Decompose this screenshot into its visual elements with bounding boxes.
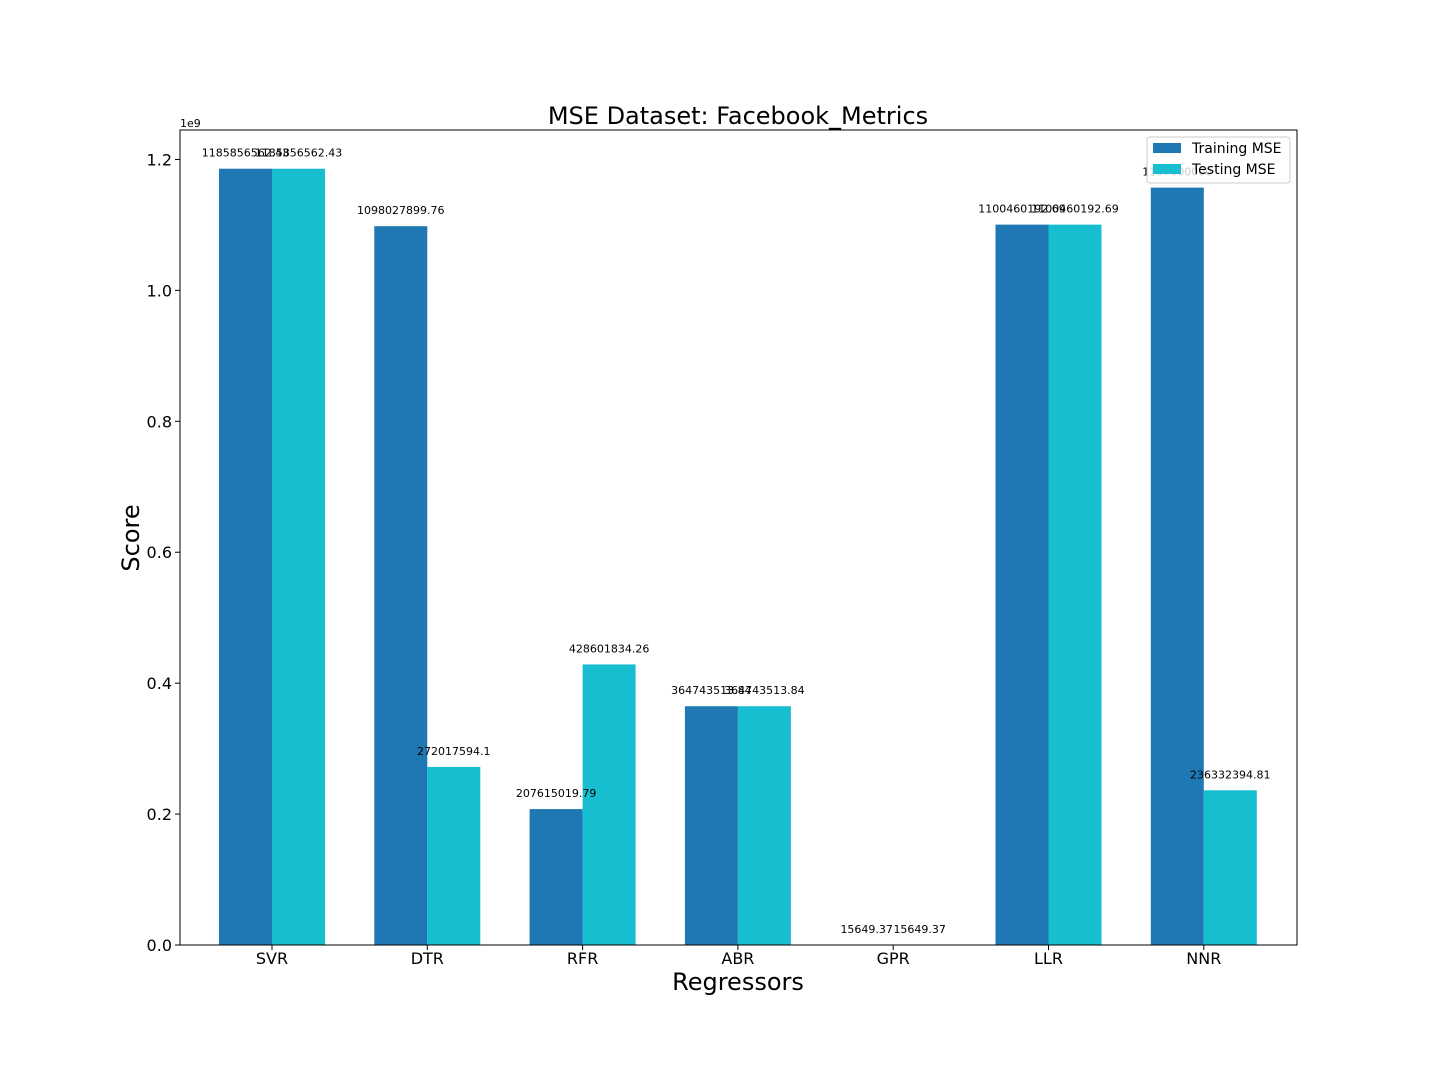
- x-tick-label-abr: ABR: [721, 949, 754, 968]
- legend: Training MSE Testing MSE: [1147, 137, 1290, 183]
- y-tick-label: 0.8: [147, 412, 172, 431]
- x-tick-label-nnr: NNR: [1186, 949, 1221, 968]
- legend-label-training: Training MSE: [1191, 141, 1282, 157]
- y-tick-label: 1.2: [147, 150, 172, 169]
- legend-label-testing: Testing MSE: [1191, 162, 1275, 178]
- bar-dtr-training: [374, 226, 427, 945]
- chart-title: MSE Dataset: Facebook_Metrics: [548, 102, 928, 130]
- x-tick-label-llr: LLR: [1034, 949, 1063, 968]
- bar-llr-testing: [1049, 225, 1102, 945]
- data-label-abr-testing: 364743513.84: [724, 684, 804, 697]
- bar-rfr-testing: [583, 664, 636, 945]
- y-axis-exponent-label: 1e9: [180, 117, 201, 130]
- bar-rfr-training: [530, 809, 583, 945]
- x-axis: SVR DTR RFR ABR GPR LLR NNR: [256, 945, 1221, 968]
- data-label-gpr-training: 15649.37: [840, 923, 893, 936]
- bar-nnr-testing: [1204, 790, 1257, 945]
- bar-abr-testing: [738, 706, 791, 945]
- data-label-svr-testing: 1185856562.43: [255, 147, 342, 160]
- x-tick-label-gpr: GPR: [877, 949, 910, 968]
- data-label-dtr-training: 1098027899.76: [357, 204, 444, 217]
- x-tick-label-dtr: DTR: [411, 949, 444, 968]
- y-tick-label: 1.0: [147, 281, 172, 300]
- bar-dtr-testing: [427, 767, 480, 945]
- legend-swatch-training: [1153, 143, 1181, 153]
- bar-svr-training: [219, 169, 272, 945]
- y-tick-label: 0.4: [147, 674, 172, 693]
- x-axis-label: Regressors: [672, 968, 804, 996]
- y-tick-label: 0.2: [147, 805, 172, 824]
- x-tick-label-rfr: RFR: [567, 949, 598, 968]
- data-label-nnr-testing: 236332394.81: [1190, 768, 1270, 781]
- x-tick-label-svr: SVR: [256, 949, 288, 968]
- data-label-rfr-training: 207615019.79: [516, 787, 596, 800]
- y-axis: 0.0 0.2 0.4 0.6 0.8 1.0 1.2: [147, 150, 180, 955]
- y-axis-label: Score: [117, 504, 145, 571]
- bar-svr-testing: [272, 169, 325, 945]
- y-tick-label: 0.6: [147, 543, 172, 562]
- data-label-rfr-testing: 428601834.26: [569, 642, 649, 655]
- bars-layer: [219, 169, 1257, 945]
- data-label-gpr-testing: 15649.37: [893, 923, 946, 936]
- bar-nnr-training: [1151, 188, 1204, 945]
- bar-llr-training: [996, 225, 1049, 945]
- y-tick-label: 0.0: [147, 936, 172, 955]
- data-label-dtr-testing: 272017594.1: [417, 745, 490, 758]
- legend-swatch-testing: [1153, 164, 1181, 174]
- bar-abr-training: [685, 706, 738, 945]
- data-label-llr-testing: 1100460192.69: [1031, 203, 1118, 216]
